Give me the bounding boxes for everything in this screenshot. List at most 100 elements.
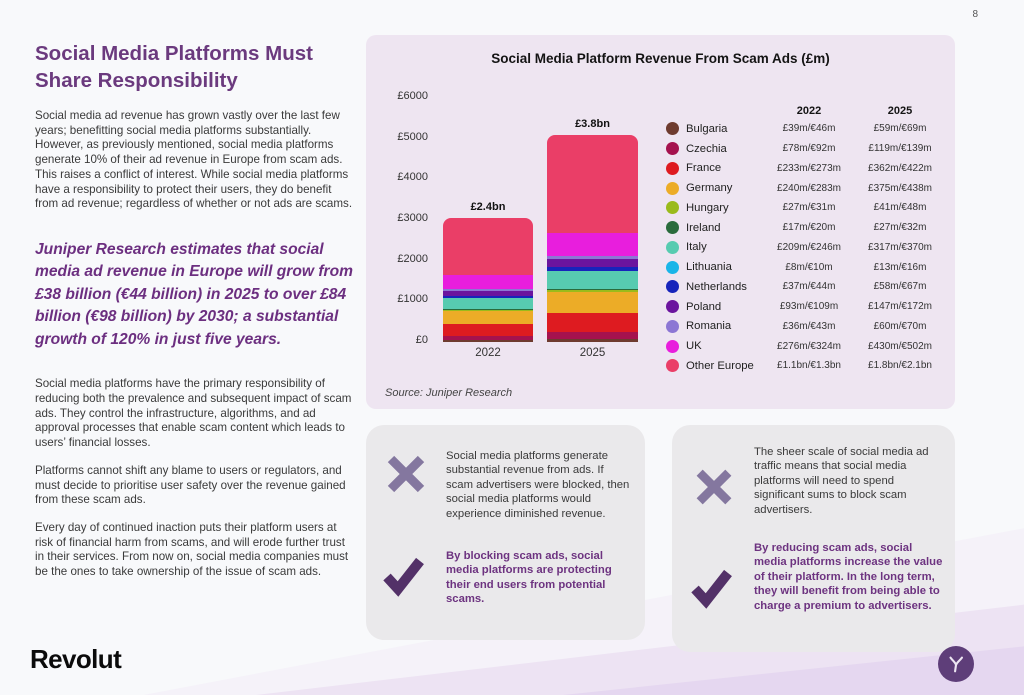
bar-segment-uk — [443, 275, 533, 290]
legend-country-name: Hungary — [686, 201, 729, 214]
legend-value-2022: £8m/€10m — [785, 261, 833, 273]
check-icon — [383, 557, 424, 597]
y-axis-tick: £1000 — [397, 293, 428, 306]
legend-row: Netherlands £37m/€44m £58m/€67m — [666, 277, 948, 297]
revolut-wordmark: Revolut — [30, 644, 122, 674]
legend-col-2025: 2025 — [887, 105, 913, 117]
legend-dot-icon — [666, 161, 679, 175]
page-number: 8 — [972, 9, 978, 20]
bar-segment-lithuania — [547, 270, 638, 272]
bar-segment-bulgaria — [547, 338, 638, 342]
legend-row: Poland £93m/€109m £147m/€172m — [666, 297, 948, 317]
legend-dot-icon — [666, 221, 679, 235]
legend-value-2022: £39m/€46m — [782, 123, 836, 135]
positive-point: By reducing scam ads, social media platf… — [754, 542, 943, 612]
y-axis-tick: £4000 — [397, 171, 428, 184]
legend-dot-icon — [666, 339, 679, 353]
legend-value-2022: £37m/€44m — [782, 281, 836, 293]
legend-row: Ireland £17m/€20m £27m/€32m — [666, 218, 948, 238]
bar-segment-italy — [547, 271, 638, 289]
legend-value-2025: £13m/€16m — [873, 261, 927, 273]
legend-value-2022: £27m/€31m — [782, 202, 836, 214]
legend-country-name: Italy — [686, 241, 707, 254]
legend-value-2025: £58m/€67m — [873, 281, 927, 293]
positive-point: By blocking scam ads, social media platf… — [446, 550, 612, 606]
legend-dot-icon — [666, 240, 679, 254]
bar-segment-ireland — [443, 309, 533, 311]
legend-country-name: Romania — [686, 320, 732, 333]
legend-value-2022: £276m/€324m — [777, 340, 841, 352]
bar-segment-ireland — [547, 288, 638, 290]
bar-segment-czechia — [547, 332, 638, 339]
legend-country-name: Czechia — [686, 142, 727, 155]
info-card-revenue: Social media platforms generate substant… — [366, 425, 645, 640]
y-axis-tick: £5000 — [397, 130, 428, 143]
brand-circle — [938, 646, 974, 682]
legend-row: Italy £209m/€246m £317m/€370m — [666, 238, 948, 258]
legend-value-2025: £41m/€48m — [873, 202, 927, 214]
left-column: Social Media Platforms Must Share Respon… — [35, 40, 357, 580]
legend-value-2022: £36m/€43m — [782, 320, 836, 332]
bar-segment-czechia — [443, 335, 533, 340]
legend-col-2022: 2022 — [796, 105, 822, 117]
body-paragraph-4: Every day of continued inaction puts the… — [35, 520, 349, 579]
legend-row: France £233m/€273m £362m/€422m — [666, 159, 948, 179]
y-axis-tick: £0 — [415, 334, 428, 346]
legend-country-name: Bulgaria — [686, 122, 728, 135]
bar-segment-poland — [443, 291, 533, 297]
negative-point: The sheer scale of social media ad traff… — [754, 446, 929, 516]
bar-segment-poland — [547, 259, 638, 268]
legend-value-2025: £317m/€370m — [868, 241, 932, 253]
legend-country-name: France — [686, 162, 722, 175]
bar-segment-france — [547, 312, 638, 333]
bar-total-label: £2.4bn — [470, 200, 506, 213]
x-icon — [387, 455, 425, 493]
bar-segment-bulgaria — [443, 339, 533, 342]
legend-dot-icon — [666, 280, 679, 294]
legend-value-2022: £240m/€283m — [777, 182, 841, 194]
legend-value-2025: £375m/€438m — [868, 182, 932, 194]
legend-value-2025: £1.8bn/€2.1bn — [868, 360, 932, 372]
chart-card: Social Media Platform Revenue From Scam … — [366, 35, 955, 409]
bar-segment-germany — [443, 311, 533, 324]
legend-value-2022: £93m/€109m — [779, 301, 839, 313]
body-paragraph-3: Platforms cannot shift any blame to user… — [35, 463, 346, 507]
legend-dot-icon — [666, 319, 679, 333]
bar-segment-hungary — [547, 289, 638, 293]
legend-country-name: UK — [686, 340, 702, 353]
chart-legend: Bulgaria £39m/€46m £59m/€69m Czechia £78m/€9… — [666, 119, 948, 376]
bar-segment-france — [443, 323, 533, 336]
legend-row: Bulgaria £39m/€46m £59m/€69m — [666, 119, 948, 139]
stacked-bar-2025 — [547, 134, 638, 342]
x-axis-tick: 2022 — [475, 347, 501, 359]
bar-segment-other-europe — [443, 218, 533, 276]
legend-value-2025: £119m/€139m — [868, 143, 932, 155]
chart-title: Social Media Platform Revenue From Scam … — [491, 51, 830, 66]
stacked-bar-2022 — [443, 218, 533, 342]
legend-country-name: Poland — [686, 300, 722, 313]
legend-value-2022: £1.1bn/€1.3bn — [777, 360, 841, 372]
legend-row: UK £276m/€324m £430m/€502m — [666, 336, 948, 356]
legend-value-2025: £147m/€172m — [868, 301, 932, 313]
bar-total-label: £3.8bn — [575, 117, 610, 130]
intro-paragraph: Social media ad revenue has grown vastly… — [35, 108, 353, 211]
legend-country-name: Ireland — [686, 221, 721, 234]
legend-country-name: Other Europe — [686, 359, 754, 372]
legend-value-2025: £60m/€70m — [873, 320, 927, 332]
bar-segment-romania — [443, 289, 533, 292]
legend-country-name: Germany — [686, 182, 733, 195]
x-icon — [696, 469, 732, 505]
legend-value-2025: £27m/€32m — [873, 222, 927, 234]
legend-dot-icon — [666, 359, 679, 373]
legend-dot-icon — [666, 142, 679, 156]
y-axis-tick: £6000 — [397, 90, 428, 102]
legend-row: Lithuania £8m/€10m £13m/€16m — [666, 257, 948, 277]
legend-row: Hungary £27m/€31m £41m/€48m — [666, 198, 948, 218]
page-title: Social Media Platforms Must Share Respon… — [35, 42, 313, 93]
info-card-scale: The sheer scale of social media ad traff… — [672, 425, 955, 652]
legend-value-2025: £362m/€422m — [868, 162, 932, 174]
y-axis-tick: £3000 — [397, 212, 428, 224]
legend-value-2022: £78m/€92m — [782, 143, 836, 155]
bar-segment-hungary — [443, 310, 533, 312]
